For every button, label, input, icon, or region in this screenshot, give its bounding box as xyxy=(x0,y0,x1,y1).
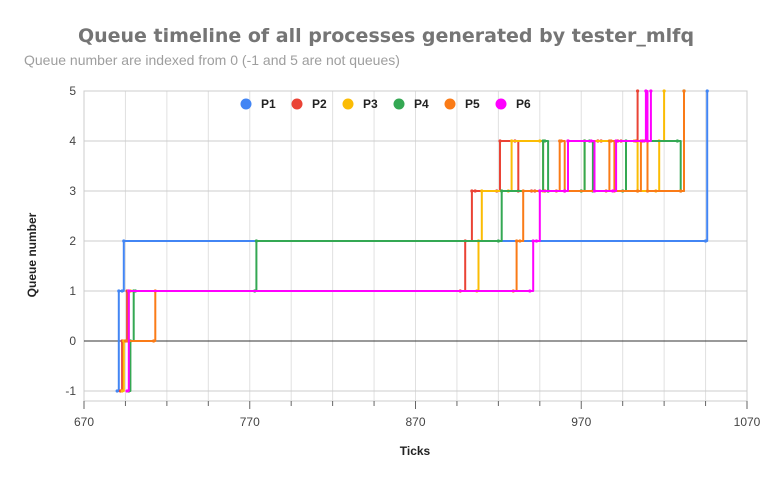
legend-label: P1 xyxy=(261,97,276,111)
data-point xyxy=(543,139,547,143)
data-point xyxy=(498,139,502,143)
data-point xyxy=(611,189,615,193)
data-point xyxy=(120,389,124,393)
data-point xyxy=(566,139,570,143)
series-layer xyxy=(115,89,709,393)
data-point xyxy=(120,289,124,293)
legend-label: P5 xyxy=(465,97,480,111)
data-point xyxy=(675,139,679,143)
x-tick-label: 770 xyxy=(240,415,260,429)
data-point xyxy=(152,339,156,343)
data-point xyxy=(510,139,514,143)
chart-subtitle: Queue number are indexed from 0 (-1 and … xyxy=(24,52,400,68)
legend-item: P5 xyxy=(444,97,480,111)
data-point xyxy=(125,389,129,393)
data-point xyxy=(538,189,542,193)
data-point xyxy=(538,139,542,143)
legend-swatch xyxy=(495,98,507,110)
data-point xyxy=(636,189,640,193)
data-point xyxy=(473,189,477,193)
data-point xyxy=(644,89,648,93)
data-point xyxy=(115,389,119,393)
data-point xyxy=(645,139,650,143)
y-tick-label: 1 xyxy=(69,284,76,298)
y-tick-label: 5 xyxy=(69,84,76,98)
y-tick-label: 2 xyxy=(69,234,76,248)
data-point xyxy=(589,139,593,143)
data-point xyxy=(122,239,126,243)
x-axis-label: Ticks xyxy=(400,444,431,458)
legend-label: P2 xyxy=(312,97,327,111)
legend-label: P3 xyxy=(363,97,378,111)
y-tick-label: 4 xyxy=(69,134,76,148)
data-point xyxy=(640,139,645,143)
legend-item: P6 xyxy=(495,97,531,111)
legend-label: P4 xyxy=(414,97,429,111)
data-point xyxy=(254,239,258,243)
x-tick-label: 670 xyxy=(74,415,94,429)
legend-swatch xyxy=(291,98,303,110)
legend-item: P2 xyxy=(291,97,327,111)
data-point xyxy=(662,89,666,93)
x-tick-label: 970 xyxy=(571,415,591,429)
data-point xyxy=(518,239,522,243)
x-tick-label: 870 xyxy=(405,415,425,429)
x-tick-label: 1070 xyxy=(734,415,761,429)
data-point xyxy=(645,189,650,193)
legend-swatch xyxy=(240,98,252,110)
data-point xyxy=(480,189,484,193)
legend-label: P6 xyxy=(516,97,531,111)
data-point xyxy=(500,189,504,193)
y-tick-label: 0 xyxy=(69,334,76,348)
data-point xyxy=(679,189,683,193)
data-point xyxy=(705,89,709,93)
y-axis-label: Queue number xyxy=(25,212,39,297)
data-point xyxy=(521,189,525,193)
data-point xyxy=(614,139,618,143)
axis-layer: 670 770 870 970 1070 -1 0 1 2 3 4 5 xyxy=(65,84,760,429)
legend-item: P3 xyxy=(342,97,378,111)
legend-item: P1 xyxy=(240,97,276,111)
data-point xyxy=(649,89,653,93)
data-point xyxy=(703,239,708,243)
data-point xyxy=(496,239,500,243)
series-p6 xyxy=(125,89,653,393)
data-point xyxy=(528,289,532,293)
y-tick-label: -1 xyxy=(65,384,76,398)
legend-item: P4 xyxy=(393,97,429,111)
data-point xyxy=(636,89,640,93)
data-point xyxy=(534,239,539,243)
data-point xyxy=(563,189,567,193)
legend-swatch xyxy=(393,98,405,110)
legend-swatch xyxy=(342,98,354,110)
data-point xyxy=(515,239,519,243)
data-point xyxy=(531,239,535,243)
series-p1 xyxy=(115,89,709,393)
legend-swatch xyxy=(444,98,456,110)
y-tick-label: 3 xyxy=(69,184,76,198)
data-point xyxy=(559,139,563,143)
data-point xyxy=(682,89,686,93)
legend: P1 P2 P3 P4 P5 P6 xyxy=(240,97,531,111)
data-point xyxy=(609,139,613,143)
data-point xyxy=(592,189,597,193)
data-point xyxy=(117,289,121,293)
chart-title: Queue timeline of all processes generate… xyxy=(78,25,694,47)
data-point xyxy=(127,289,131,293)
data-point xyxy=(470,189,474,193)
